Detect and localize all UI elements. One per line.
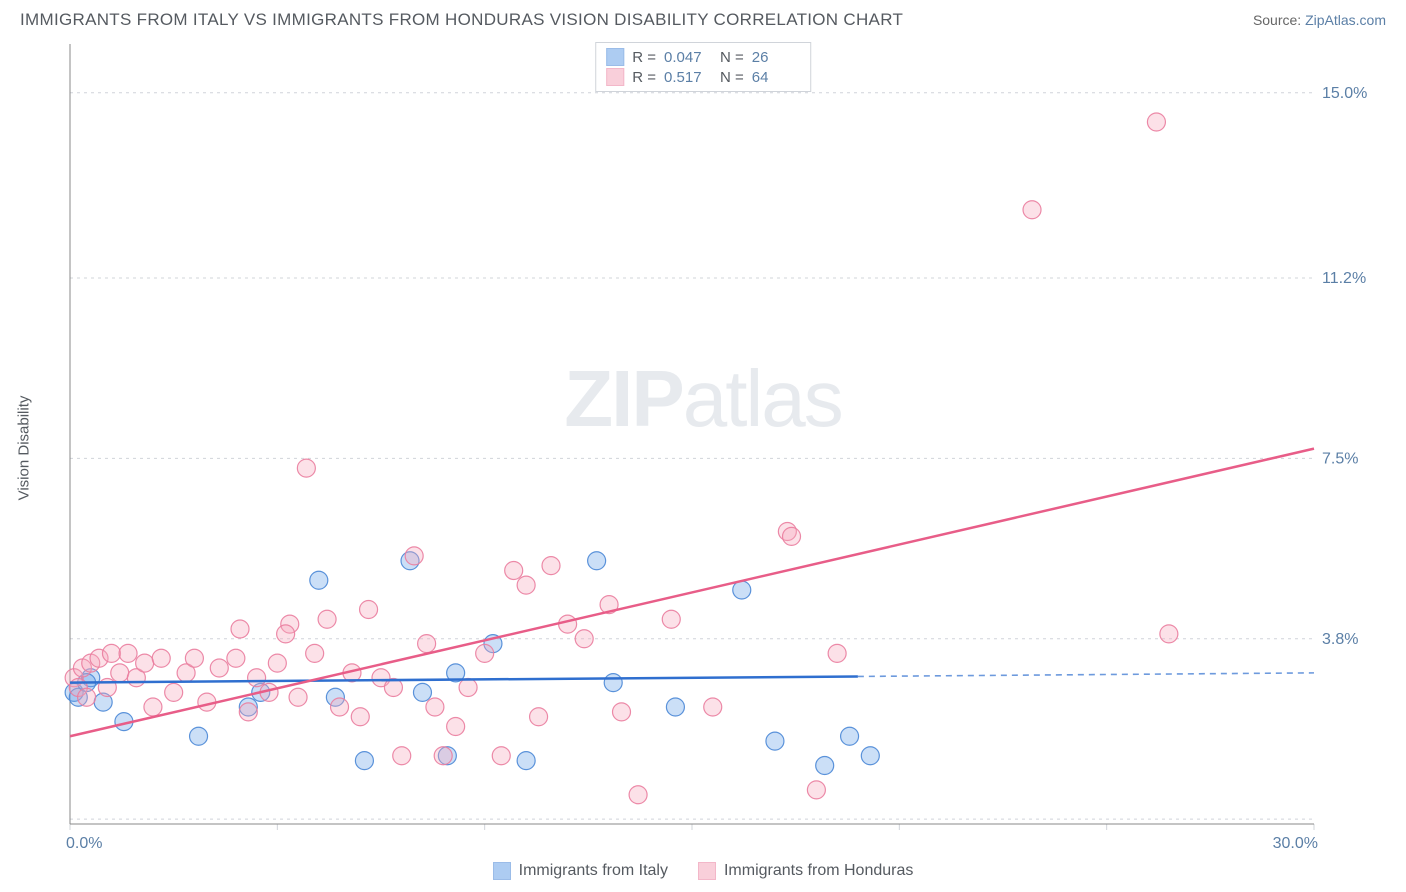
r-value: 0.517 <box>664 69 712 86</box>
svg-text:11.2%: 11.2% <box>1322 270 1366 287</box>
r-label: R = <box>632 69 656 86</box>
r-label: R = <box>632 49 656 66</box>
correlation-legend-row: R = 0.047 N = 26 <box>606 47 800 67</box>
scatter-chart-svg: 3.8% 7.5% 11.2% 15.0% 0.0% 30.0% <box>20 38 1386 858</box>
svg-text:3.8%: 3.8% <box>1322 631 1358 648</box>
series-legend: Immigrants from Italy Immigrants from Hon… <box>0 862 1406 880</box>
correlation-legend-row: R = 0.517 N = 64 <box>606 67 800 87</box>
series-legend-item: Immigrants from Honduras <box>698 862 913 880</box>
legend-swatch <box>606 68 624 86</box>
chart-source: Source: ZipAtlas.com <box>1253 12 1386 28</box>
legend-swatch <box>698 862 716 880</box>
svg-text:0.0%: 0.0% <box>66 835 102 852</box>
series-name: Immigrants from Honduras <box>724 862 913 880</box>
legend-swatch <box>493 862 511 880</box>
chart-area: Vision Disability ZIPatlas 3.8%7.5%11.2%… <box>20 38 1386 858</box>
svg-text:7.5%: 7.5% <box>1322 450 1358 467</box>
y-axis-label: Vision Disability <box>16 396 33 501</box>
series-legend-item: Immigrants from Italy <box>493 862 668 880</box>
legend-swatch <box>606 48 624 66</box>
svg-text:15.0%: 15.0% <box>1322 85 1367 102</box>
chart-title: IMMIGRANTS FROM ITALY VS IMMIGRANTS FROM… <box>20 10 903 30</box>
n-value: 26 <box>752 49 800 66</box>
source-link[interactable]: ZipAtlas.com <box>1305 12 1386 28</box>
svg-text:30.0%: 30.0% <box>1273 835 1318 852</box>
source-prefix: Source: <box>1253 12 1305 28</box>
n-value: 64 <box>752 69 800 86</box>
n-label: N = <box>720 69 744 86</box>
n-label: N = <box>720 49 744 66</box>
r-value: 0.047 <box>664 49 712 66</box>
chart-header: IMMIGRANTS FROM ITALY VS IMMIGRANTS FROM… <box>0 0 1406 38</box>
correlation-legend: R = 0.047 N = 26 R = 0.517 N = 64 <box>595 42 811 92</box>
series-name: Immigrants from Italy <box>519 862 668 880</box>
